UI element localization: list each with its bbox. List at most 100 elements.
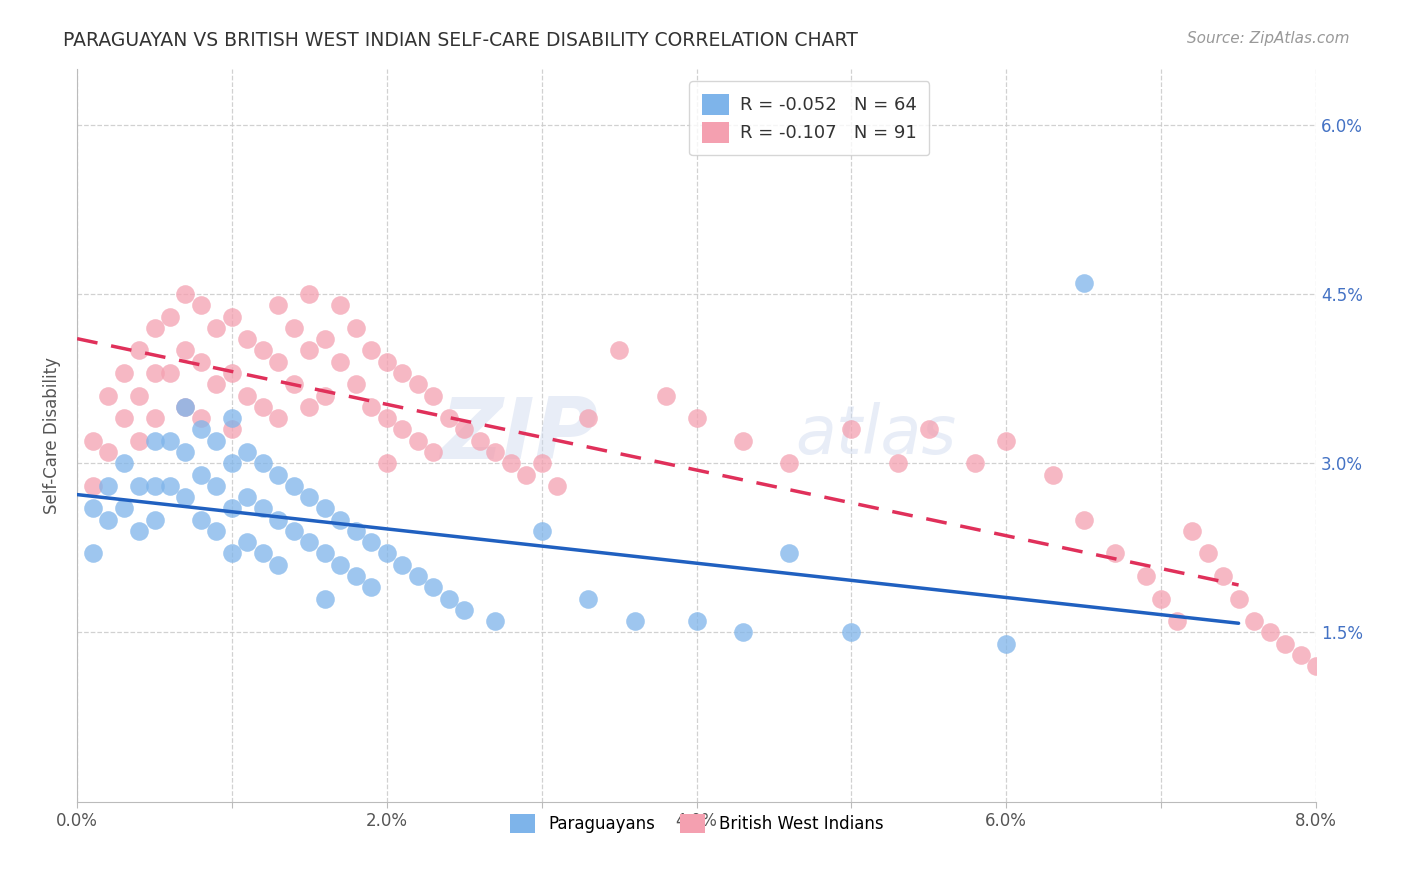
Point bbox=[344, 569, 367, 583]
Point bbox=[329, 298, 352, 312]
Point bbox=[221, 411, 243, 425]
Point bbox=[685, 411, 707, 425]
Point bbox=[190, 355, 212, 369]
Point bbox=[97, 388, 120, 402]
Point bbox=[731, 625, 754, 640]
Text: PARAGUAYAN VS BRITISH WEST INDIAN SELF-CARE DISABILITY CORRELATION CHART: PARAGUAYAN VS BRITISH WEST INDIAN SELF-C… bbox=[63, 31, 858, 50]
Point bbox=[236, 490, 259, 504]
Point bbox=[143, 411, 166, 425]
Point bbox=[375, 355, 398, 369]
Point bbox=[499, 456, 522, 470]
Point bbox=[267, 411, 290, 425]
Point bbox=[360, 535, 382, 549]
Point bbox=[918, 422, 941, 436]
Point bbox=[174, 490, 197, 504]
Point bbox=[1336, 681, 1358, 696]
Point bbox=[1227, 591, 1250, 606]
Point bbox=[174, 400, 197, 414]
Point bbox=[406, 569, 429, 583]
Point bbox=[779, 456, 801, 470]
Point bbox=[205, 524, 228, 538]
Point bbox=[252, 343, 274, 358]
Point bbox=[112, 366, 135, 380]
Point bbox=[159, 310, 181, 324]
Point bbox=[329, 355, 352, 369]
Point bbox=[283, 524, 305, 538]
Point bbox=[576, 591, 599, 606]
Point bbox=[252, 456, 274, 470]
Point bbox=[97, 479, 120, 493]
Point bbox=[174, 400, 197, 414]
Point bbox=[82, 479, 104, 493]
Point bbox=[841, 625, 863, 640]
Point bbox=[283, 377, 305, 392]
Point bbox=[1274, 637, 1296, 651]
Point bbox=[607, 343, 630, 358]
Point bbox=[82, 501, 104, 516]
Point bbox=[1258, 625, 1281, 640]
Point bbox=[252, 400, 274, 414]
Point bbox=[576, 411, 599, 425]
Point bbox=[468, 434, 491, 448]
Point bbox=[1243, 614, 1265, 628]
Point bbox=[128, 434, 150, 448]
Point bbox=[841, 422, 863, 436]
Point bbox=[267, 467, 290, 482]
Point bbox=[205, 377, 228, 392]
Point bbox=[422, 580, 444, 594]
Point bbox=[221, 422, 243, 436]
Point bbox=[1104, 546, 1126, 560]
Point bbox=[1289, 648, 1312, 662]
Point bbox=[1305, 659, 1327, 673]
Point bbox=[1197, 546, 1219, 560]
Point bbox=[360, 580, 382, 594]
Point bbox=[1166, 614, 1188, 628]
Point bbox=[82, 546, 104, 560]
Point bbox=[298, 535, 321, 549]
Text: ZIP: ZIP bbox=[440, 393, 598, 476]
Point bbox=[484, 445, 506, 459]
Point bbox=[174, 343, 197, 358]
Point bbox=[190, 513, 212, 527]
Point bbox=[685, 614, 707, 628]
Point bbox=[159, 479, 181, 493]
Text: Source: ZipAtlas.com: Source: ZipAtlas.com bbox=[1187, 31, 1350, 46]
Point bbox=[128, 479, 150, 493]
Point bbox=[530, 456, 553, 470]
Point bbox=[344, 377, 367, 392]
Point bbox=[453, 603, 475, 617]
Point bbox=[314, 332, 336, 346]
Point bbox=[267, 298, 290, 312]
Point bbox=[190, 411, 212, 425]
Point bbox=[654, 388, 676, 402]
Point bbox=[236, 445, 259, 459]
Point bbox=[112, 501, 135, 516]
Point bbox=[779, 546, 801, 560]
Point bbox=[391, 366, 413, 380]
Point bbox=[298, 400, 321, 414]
Point bbox=[515, 467, 537, 482]
Point bbox=[221, 366, 243, 380]
Point bbox=[406, 377, 429, 392]
Point bbox=[283, 321, 305, 335]
Point bbox=[314, 501, 336, 516]
Point bbox=[128, 524, 150, 538]
Point bbox=[159, 366, 181, 380]
Point bbox=[623, 614, 645, 628]
Point bbox=[1320, 671, 1343, 685]
Point bbox=[298, 287, 321, 301]
Point bbox=[82, 434, 104, 448]
Point bbox=[406, 434, 429, 448]
Point bbox=[453, 422, 475, 436]
Y-axis label: Self-Care Disability: Self-Care Disability bbox=[44, 357, 60, 514]
Point bbox=[174, 287, 197, 301]
Point bbox=[205, 479, 228, 493]
Point bbox=[221, 456, 243, 470]
Point bbox=[298, 490, 321, 504]
Point bbox=[236, 535, 259, 549]
Point bbox=[731, 434, 754, 448]
Point bbox=[205, 434, 228, 448]
Point bbox=[236, 388, 259, 402]
Point bbox=[97, 513, 120, 527]
Point bbox=[437, 591, 460, 606]
